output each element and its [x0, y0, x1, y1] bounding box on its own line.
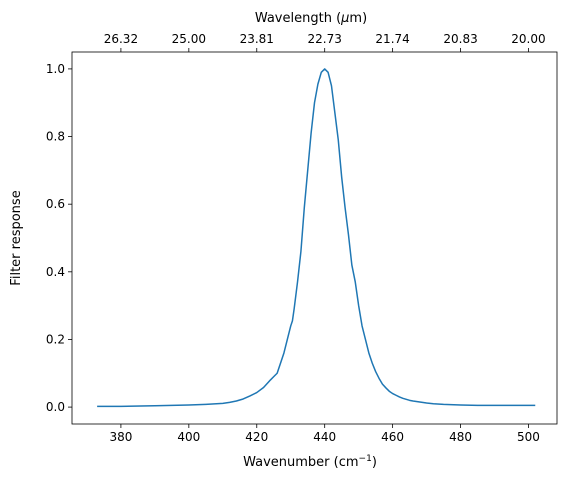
y-tick-label: 0.0 — [46, 400, 65, 414]
y-tick-label: 1.0 — [46, 62, 65, 76]
x-tick-label: 400 — [177, 430, 200, 444]
series-line — [97, 68, 536, 408]
top-tick-label: 23.81 — [240, 32, 274, 46]
x-tick-label: 480 — [449, 430, 472, 444]
top-tick-label: 26.32 — [104, 32, 138, 46]
x-tick-label: 420 — [245, 430, 268, 444]
plot-frame — [71, 51, 558, 425]
x-tick-label: 440 — [313, 430, 336, 444]
top-tick-label: 20.00 — [511, 32, 545, 46]
top-tick-label: 22.73 — [308, 32, 342, 46]
y-tick-label: 0.4 — [46, 265, 65, 279]
top-tick-label: 21.74 — [375, 32, 409, 46]
y-tick-label: 0.2 — [46, 332, 65, 346]
y-axis-title: Filter response — [9, 190, 24, 285]
x-axis-ticks: 380 400 420 440 460 480 500 — [109, 424, 540, 444]
y-tick-label: 0.8 — [46, 130, 65, 144]
top-axis-ticks: 26.32 25.00 23.81 22.73 21.74 20.83 20.00 — [104, 32, 546, 52]
x-axis-title: Wavenumber (cm−1) — [243, 454, 377, 470]
top-axis-title: Wavelength (μm) — [255, 11, 367, 26]
x-tick-label: 500 — [517, 430, 540, 444]
x-tick-label: 380 — [109, 430, 132, 444]
x-tick-label: 460 — [381, 430, 404, 444]
y-axis-ticks: 0.0 0.2 0.4 0.6 0.8 1.0 — [46, 62, 72, 414]
top-tick-label: 25.00 — [172, 32, 206, 46]
top-tick-label: 20.83 — [443, 32, 477, 46]
y-tick-label: 0.6 — [46, 197, 65, 211]
